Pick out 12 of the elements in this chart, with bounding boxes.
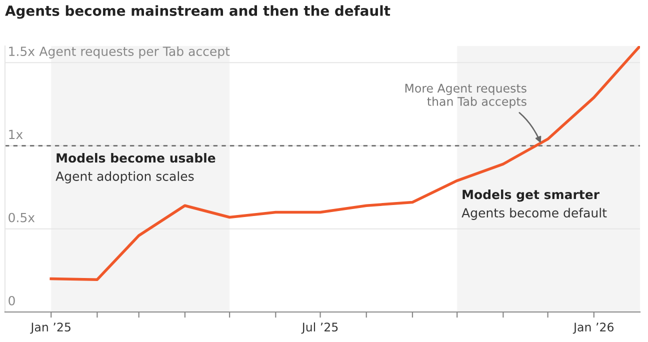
y-tick-label: 0.5x xyxy=(8,212,35,222)
y-axis-title: Agent requests per Tab accept xyxy=(39,46,230,58)
band-label: Models become usable Agent adoption scales xyxy=(56,153,216,184)
x-tick-label: Jan ’25 xyxy=(30,322,70,334)
y-tick-label: 1x xyxy=(9,130,23,139)
annotation: More Agent requests than Tab accepts xyxy=(405,84,526,108)
y-tick-label: 1.5x xyxy=(9,46,35,56)
x-tick-label: Jul ’25 xyxy=(301,322,338,334)
x-tick-label: Jan ’26 xyxy=(572,322,614,334)
chart-title: Agents become mainstream and then the default xyxy=(5,5,390,19)
band-label: Models get smarter Agents become default xyxy=(462,190,607,220)
y-tick-label: 0 xyxy=(8,296,15,306)
